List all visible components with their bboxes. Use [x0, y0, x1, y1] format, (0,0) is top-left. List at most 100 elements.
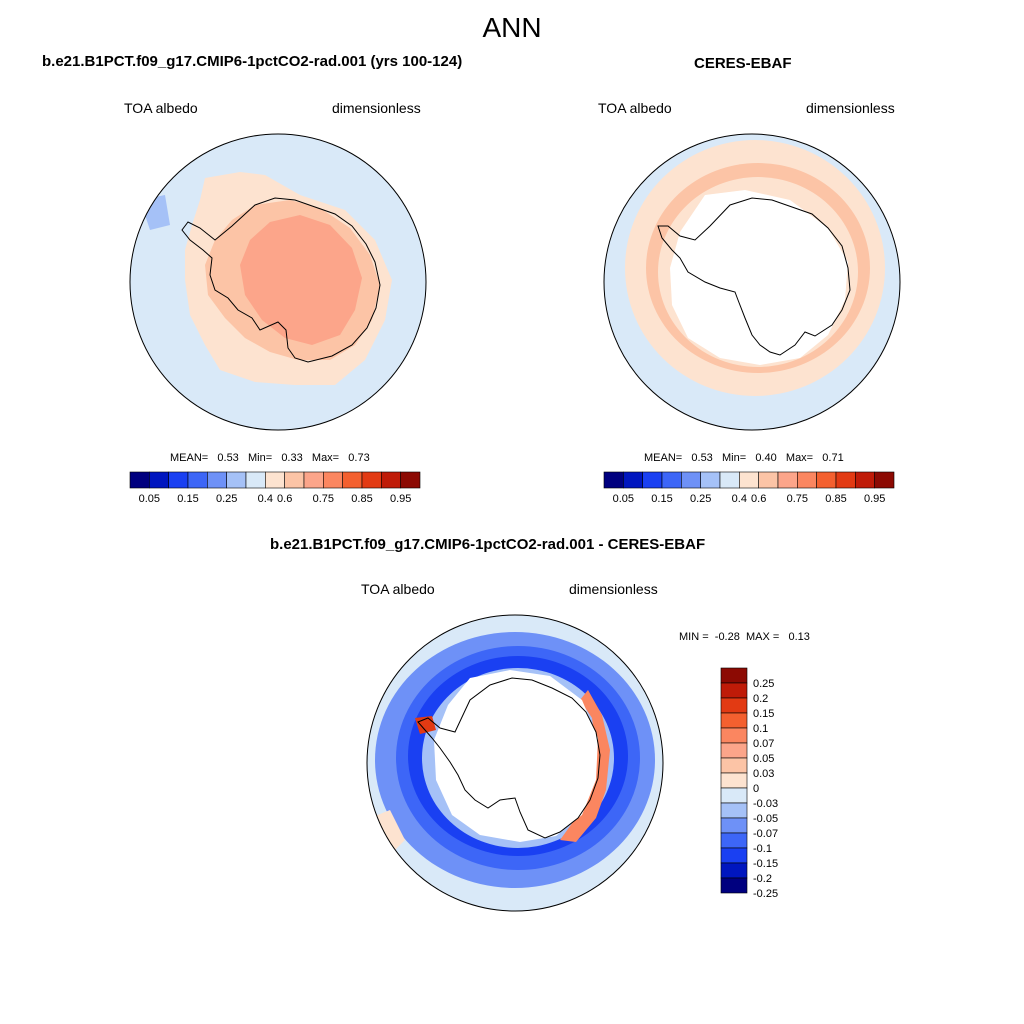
panel2-map-border	[603, 133, 901, 431]
panel2-colorbar: 0.05 0.15 0.25 0.4 0.6 0.75 0.85 0.95	[603, 471, 895, 505]
panel1-colorbar-tick-label: 0.95	[390, 493, 411, 505]
panel1-max-label: Max=	[311, 452, 340, 464]
panel2-colorbar-tick-label: 0.85	[825, 493, 846, 505]
panel2-mean-value: 0.53	[691, 452, 713, 464]
panel2-colorbar-swatch	[816, 471, 837, 489]
panel1-colorbar-tick-label: 0.75	[313, 493, 334, 505]
panel3-colorbar-tick-label: 0.2	[753, 693, 768, 705]
panel1-colorbar-swatch	[187, 471, 208, 489]
panel3-variable-label: TOA albedo	[361, 581, 435, 597]
panel3-min-value: -0.28	[714, 631, 740, 643]
panel3-missing-data-ice	[434, 670, 598, 842]
panel1-colorbar-tick-label: 0.15	[177, 493, 198, 505]
panel1-colorbar-swatch	[284, 471, 305, 489]
panel2-colorbar-tick-label: 0.75	[787, 493, 808, 505]
panel3-colorbar-tick-label: -0.1	[753, 843, 772, 855]
panel3-map	[366, 614, 664, 912]
panel1-colorbar-tick-label: 0.05	[139, 493, 160, 505]
panel2-colorbar-swatch	[777, 471, 798, 489]
panel1-min-value: 0.33	[281, 452, 303, 464]
panel2-colorbar-tick-label: 0.15	[651, 493, 672, 505]
panel1-colorbar-swatch	[342, 471, 363, 489]
panel1-min-label: Min=	[247, 452, 273, 464]
panel3-colorbar-swatch	[720, 757, 748, 774]
panel1-colorbar-swatch	[323, 471, 343, 489]
panel2-colorbar-swatch	[603, 471, 624, 489]
panel2-min-label: Min=	[721, 452, 747, 464]
panel3-colorbar-swatch	[720, 682, 748, 699]
panel2-colorbar-swatch	[719, 471, 740, 489]
figure-title: ANN	[482, 12, 542, 43]
panel2-max-label: Max=	[785, 452, 814, 464]
panel2-units-label: dimensionless	[806, 100, 895, 116]
panel2-colorbar-swatch	[642, 471, 663, 489]
panel2-min-value: 0.40	[755, 452, 777, 464]
panel3-colorbar-swatch	[720, 862, 748, 879]
panel3-colorbar-tick-label: 0	[753, 783, 759, 795]
panel3-colorbar-swatch	[720, 877, 748, 894]
panel2-title: CERES-EBAF	[694, 55, 792, 72]
panel1-map	[129, 133, 427, 431]
panel1-colorbar-swatch	[168, 471, 189, 489]
panel2-colorbar-swatch	[623, 471, 643, 489]
panel2-colorbar-swatch	[874, 471, 895, 489]
panel1-colorbar-swatch	[303, 471, 324, 489]
panel2-missing-data-ice	[670, 190, 848, 365]
panel3-colorbar: 0.25 0.2 0.15 0.1 0.07 0.05 0.03 0 -0.03 -0.05 -0.…	[720, 667, 778, 900]
panel2-colorbar-tick-label: 0.95	[864, 493, 885, 505]
panel3-colorbar-tick-label: 0.05	[753, 753, 774, 765]
panel3-colorbar-swatch	[720, 802, 748, 819]
panel3-colorbar-swatch	[720, 727, 748, 744]
panel3-orange-coastal-band	[560, 690, 610, 842]
panel1-colorbar-swatch	[149, 471, 169, 489]
panel1-colorbar-swatch	[207, 471, 227, 489]
panel1-mean-value: 0.53	[217, 452, 239, 464]
panel1-colorbar-tick-label: 0.25	[216, 493, 237, 505]
panel2-colorbar-swatch	[661, 471, 682, 489]
panel3-colorbar-swatch	[720, 787, 748, 804]
panel1-max-value: 0.73	[348, 452, 370, 464]
panel2-stats: MEAN= 0.53 Min= 0.40 Max= 0.71	[644, 452, 844, 464]
panel3-colorbar-swatch	[720, 697, 748, 714]
panel3-colorbar-tick-label: 0.07	[753, 738, 774, 750]
panel1-units-label: dimensionless	[332, 100, 421, 116]
panel2-map	[603, 133, 901, 431]
panel1-colorbar-swatch	[226, 471, 247, 489]
panel1-colorbar-tick-label: 0.6	[277, 493, 292, 505]
panel1-salmon-ice-field	[240, 215, 362, 345]
panel1-colorbar-swatch	[129, 471, 150, 489]
panel2-max-value: 0.71	[822, 452, 844, 464]
panel3-colorbar-swatch	[720, 742, 748, 759]
panel2-colorbar-swatch	[700, 471, 721, 489]
panel2-colorbar-tick-label: 0.25	[690, 493, 711, 505]
panel2-colorbar-swatch	[835, 471, 856, 489]
panel1-map-border	[129, 133, 427, 431]
panel3-colorbar-tick-label: 0.25	[753, 678, 774, 690]
panel3-max-label: MAX =	[745, 631, 780, 643]
panel2-colorbar-swatch	[797, 471, 817, 489]
panel3-colorbar-swatch	[720, 832, 748, 849]
panel3-map-border	[366, 614, 664, 912]
panel2-colorbar-swatch	[681, 471, 701, 489]
panel3-colorbar-swatch	[720, 772, 748, 789]
panel1-colorbar-swatch	[245, 471, 266, 489]
panel2-mean-label: MEAN=	[644, 452, 683, 464]
panel3-minmax: MIN = -0.28 MAX = 0.13	[679, 631, 810, 643]
panel1-colorbar: 0.05 0.15 0.25 0.4 0.6 0.75 0.85 0.95	[129, 471, 421, 505]
panel3-antarctica-coastline	[417, 677, 601, 839]
panel1-colorbar-swatch	[400, 471, 421, 489]
panel3-colorbar-swatch	[720, 667, 748, 684]
panel1-mean-label: MEAN=	[170, 452, 209, 464]
panel1-colorbar-swatch	[361, 471, 382, 489]
panel2-antarctica-coastline	[657, 197, 851, 356]
panel1-stats: MEAN= 0.53 Min= 0.33 Max= 0.73	[170, 452, 370, 464]
panel1-variable-label: TOA albedo	[124, 100, 198, 116]
panel3-colorbar-swatch	[720, 847, 748, 864]
panel1-colorbar-swatch	[265, 471, 285, 489]
panel2-colorbar-swatch	[739, 471, 759, 489]
panel3-units-label: dimensionless	[569, 581, 658, 597]
panel1-colorbar-swatch	[381, 471, 401, 489]
panel2-colorbar-tick-label: 0.6	[751, 493, 766, 505]
panel3-colorbar-tick-label: 0.03	[753, 768, 774, 780]
